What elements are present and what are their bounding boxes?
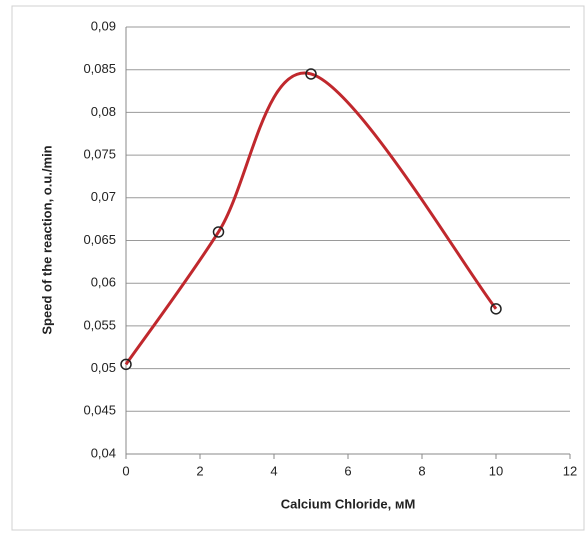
y-tick-label: 0,05 xyxy=(91,360,116,375)
y-tick-label: 0,075 xyxy=(83,147,116,162)
y-tick-label: 0,055 xyxy=(83,317,116,332)
x-tick-label: 8 xyxy=(418,463,425,478)
y-axis-title: Speed of the reaction, o.u./min xyxy=(39,145,54,334)
x-tick-label: 6 xyxy=(344,463,351,478)
y-tick-label: 0,04 xyxy=(91,445,116,460)
x-axis-title: Calcium Chloride, мМ xyxy=(281,496,416,511)
data-point xyxy=(212,226,225,238)
data-point xyxy=(490,303,502,315)
series-line xyxy=(124,71,498,366)
data-point xyxy=(120,358,132,371)
x-tick-label: 4 xyxy=(270,463,277,478)
x-tick-label: 2 xyxy=(196,463,203,478)
y-tick-label: 0,09 xyxy=(91,18,116,33)
data-point xyxy=(305,68,317,80)
y-tick-label: 0,045 xyxy=(83,403,116,418)
x-tick-label: 12 xyxy=(563,463,577,478)
chart-border xyxy=(11,5,585,531)
y-tick-label: 0,08 xyxy=(91,104,116,119)
y-tick-label: 0,07 xyxy=(91,189,116,204)
y-tick-label: 0,085 xyxy=(83,61,116,76)
y-tick-label: 0,065 xyxy=(83,232,116,247)
y-tick-label: 0,06 xyxy=(91,275,116,290)
x-tick-label: 10 xyxy=(489,463,503,478)
x-tick-label: 0 xyxy=(122,463,129,478)
